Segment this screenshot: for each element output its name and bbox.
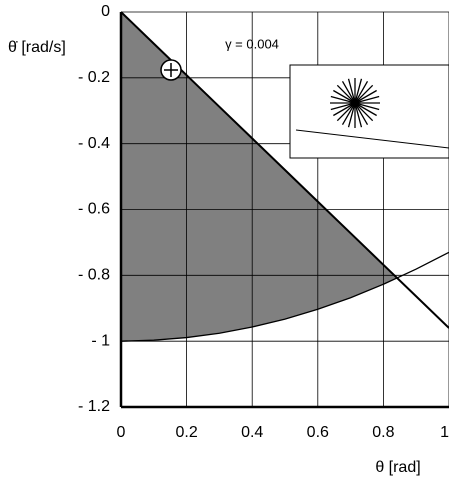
shaded-region (121, 12, 398, 342)
y-tick-label: - 0.8 (78, 267, 110, 284)
x-tick-label: 0.8 (372, 424, 394, 441)
x-tick-label: 0 (117, 424, 126, 441)
y-tick-label: - 1.2 (78, 398, 110, 415)
y-tick-label: - 0.6 (78, 201, 110, 218)
inset (289, 64, 449, 159)
x-tick-label: 1 (440, 424, 449, 441)
annotation: γ = 0.004 (225, 36, 279, 51)
inset-ray (330, 95, 380, 111)
y-axis-label: θ̇ [rad/s] (8, 39, 66, 56)
x-tick-label: 0.6 (307, 424, 329, 441)
equilibrium-marker (160, 59, 182, 81)
x-tick-label: 0.2 (175, 424, 197, 441)
y-tick-label: - 1 (91, 332, 110, 349)
y-tick-label: - 0.4 (78, 135, 110, 152)
series-line (120, 251, 449, 342)
x-axis-label: θ [rad] (375, 459, 420, 476)
x-tick-label: 0.4 (241, 424, 263, 441)
y-tick-label: 0 (101, 3, 110, 20)
y-tick-label: - 0.2 (78, 69, 110, 86)
